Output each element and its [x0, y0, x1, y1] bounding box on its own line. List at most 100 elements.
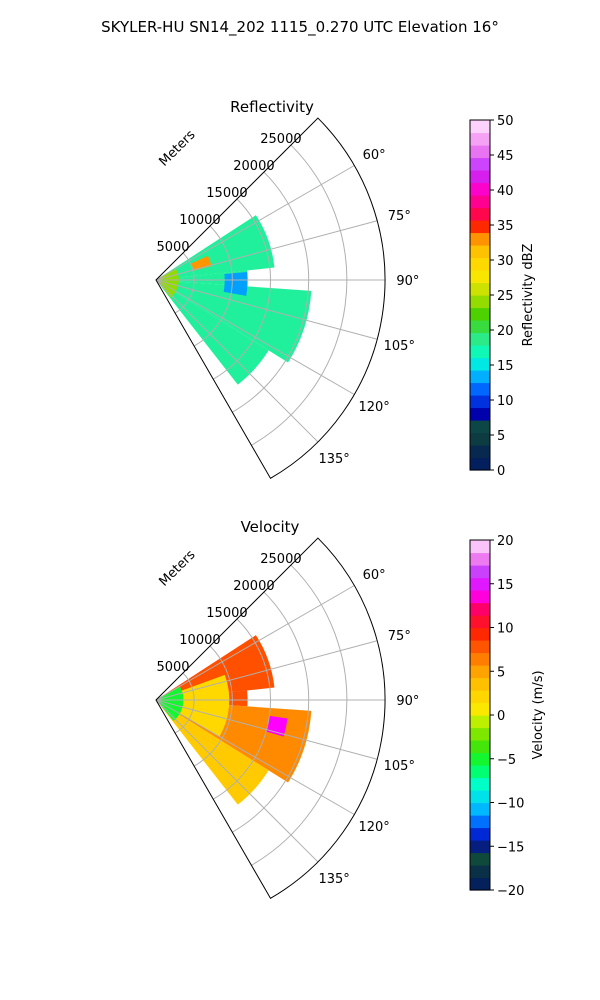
reflectivity-colorbar-band	[470, 332, 490, 346]
velocity-colorbar-band	[470, 790, 490, 804]
reflectivity-colorbar-band	[470, 432, 490, 446]
reflectivity-plot: 5000 10000 15000 20000 25000 60° 75° 90° 105° 120…	[155, 117, 419, 480]
reflectivity-azimuth-tick-label: 60°	[363, 148, 386, 163]
reflectivity-colorbar-label: Reflectivity dBZ	[521, 244, 536, 347]
velocity-colorbar-band	[470, 827, 490, 841]
velocity-colorbar-band	[470, 852, 490, 866]
velocity-colorbar-band	[470, 715, 490, 729]
reflectivity-range-ring	[212, 198, 271, 380]
reflectivity-colorbar-band	[470, 207, 490, 221]
reflectivity-colorbar-band	[470, 170, 490, 184]
velocity-plot: 5000 10000 15000 20000 25000 60° 75° 90° 105° 120…	[155, 537, 419, 900]
reflectivity-range-label: Meters	[157, 127, 199, 169]
velocity-colorbar-band	[470, 552, 490, 566]
reflectivity-colorbar-band	[470, 457, 490, 471]
figure-title: SKYLER-HU SN14_202 1115_0.270 UTC Elevat…	[101, 18, 499, 37]
reflectivity-azimuth-tick-label: 90°	[396, 274, 419, 289]
reflectivity-title: Reflectivity	[230, 98, 314, 116]
velocity-azimuth-spoke	[155, 640, 378, 701]
velocity-range-tick-label: 25000	[260, 552, 301, 567]
reflectivity-colorbar: 0 5 10 15 20 25 30 35 40 45 50	[469, 114, 514, 479]
velocity-colorbar-band	[470, 590, 490, 604]
velocity-colorbar-band	[470, 615, 490, 629]
reflectivity-colorbar-band	[470, 145, 490, 159]
velocity-colorbar-tick-label: −15	[497, 840, 524, 855]
reflectivity-colorbar-tick-label: 20	[497, 324, 514, 339]
velocity-colorbar-band	[470, 690, 490, 704]
velocity-azimuth-tick-label: 60°	[363, 568, 386, 583]
reflectivity-colorbar-band	[470, 382, 490, 396]
reflectivity-panel: Reflectivity 5000 10000 15000 20000 25000 60°…	[155, 98, 536, 480]
velocity-colorbar-tick-label: 0	[497, 709, 505, 724]
velocity-colorbar-tick-label: −5	[497, 753, 516, 768]
reflectivity-colorbar-band	[470, 370, 490, 384]
velocity-colorbar-band	[470, 652, 490, 666]
velocity-range-ring	[212, 618, 271, 800]
reflectivity-colorbar-band	[470, 245, 490, 259]
velocity-colorbar-band	[470, 727, 490, 741]
velocity-colorbar-band	[470, 865, 490, 879]
reflectivity-colorbar-tick-label: 50	[497, 114, 514, 129]
reflectivity-colorbar-band	[470, 307, 490, 321]
reflectivity-range-tick-label: 5000	[156, 240, 189, 255]
velocity-colorbar-label: Velocity (m/s)	[531, 670, 546, 759]
reflectivity-colorbar-band	[470, 220, 490, 234]
velocity-colorbar-band	[470, 627, 490, 641]
velocity-data-region-4	[156, 674, 230, 737]
velocity-colorbar-band	[470, 815, 490, 829]
velocity-azimuth-spoke	[155, 699, 355, 815]
reflectivity-colorbar-tick-label: 40	[497, 184, 514, 199]
reflectivity-azimuth-tick-label: 120°	[358, 400, 389, 415]
reflectivity-colorbar-band	[470, 282, 490, 296]
velocity-colorbar-band	[470, 802, 490, 816]
velocity-azimuth-tick-label: 75°	[388, 629, 411, 644]
reflectivity-colorbar-tick-label: 0	[497, 464, 505, 479]
velocity-colorbar-band	[470, 565, 490, 579]
reflectivity-azimuth-spoke	[155, 279, 378, 340]
velocity-colorbar-tick-label: 15	[497, 578, 514, 593]
reflectivity-azimuth-spoke	[155, 220, 378, 281]
velocity-azimuth-tick-label: 135°	[318, 872, 349, 887]
reflectivity-azimuth-tick-label: 105°	[384, 339, 415, 354]
velocity-colorbar-band	[470, 877, 490, 891]
velocity-colorbar-band	[470, 665, 490, 679]
reflectivity-colorbar-band	[470, 320, 490, 334]
reflectivity-colorbar-band	[470, 157, 490, 171]
reflectivity-range-tick-label: 15000	[206, 186, 247, 201]
reflectivity-colorbar-band	[470, 395, 490, 409]
reflectivity-azimuth-spoke	[155, 279, 319, 443]
reflectivity-colorbar-tick-label: 45	[497, 149, 514, 164]
velocity-colorbar-tick-label: 20	[497, 534, 514, 549]
velocity-range-label: Meters	[157, 547, 199, 589]
velocity-azimuth-spoke	[155, 585, 355, 701]
velocity-colorbar-band	[470, 840, 490, 854]
reflectivity-range-ring	[193, 225, 233, 347]
velocity-colorbar-band	[470, 752, 490, 766]
reflectivity-azimuth-tick-label: 135°	[318, 452, 349, 467]
reflectivity-colorbar-tick-label: 25	[497, 289, 514, 304]
reflectivity-range-ring	[251, 144, 348, 446]
reflectivity-colorbar-band	[470, 420, 490, 434]
reflectivity-data-region-0	[156, 215, 275, 280]
reflectivity-range-tick-label: 10000	[179, 213, 220, 228]
velocity-range-ring	[193, 645, 233, 767]
velocity-range-tick-label: 5000	[156, 660, 189, 675]
reflectivity-range-ring	[174, 252, 195, 314]
reflectivity-colorbar-band	[470, 132, 490, 146]
velocity-colorbar-band	[470, 740, 490, 754]
reflectivity-colorbar-band	[470, 295, 490, 309]
reflectivity-data-region-2	[156, 280, 312, 363]
velocity-colorbar-tick-label: −10	[497, 797, 524, 812]
velocity-range-tick-label: 15000	[206, 606, 247, 621]
reflectivity-colorbar-tick-label: 35	[497, 219, 514, 234]
velocity-azimuth-tick-label: 105°	[384, 759, 415, 774]
velocity-colorbar-tick-label: 5	[497, 665, 505, 680]
velocity-colorbar-tick-label: −20	[497, 884, 524, 899]
reflectivity-colorbar-band	[470, 445, 490, 459]
velocity-colorbar-band	[470, 602, 490, 616]
velocity-azimuth-spoke	[155, 699, 378, 760]
reflectivity-range-tick-label: 20000	[233, 159, 274, 174]
reflectivity-colorbar-band	[470, 120, 490, 134]
velocity-colorbar-band	[470, 540, 490, 554]
